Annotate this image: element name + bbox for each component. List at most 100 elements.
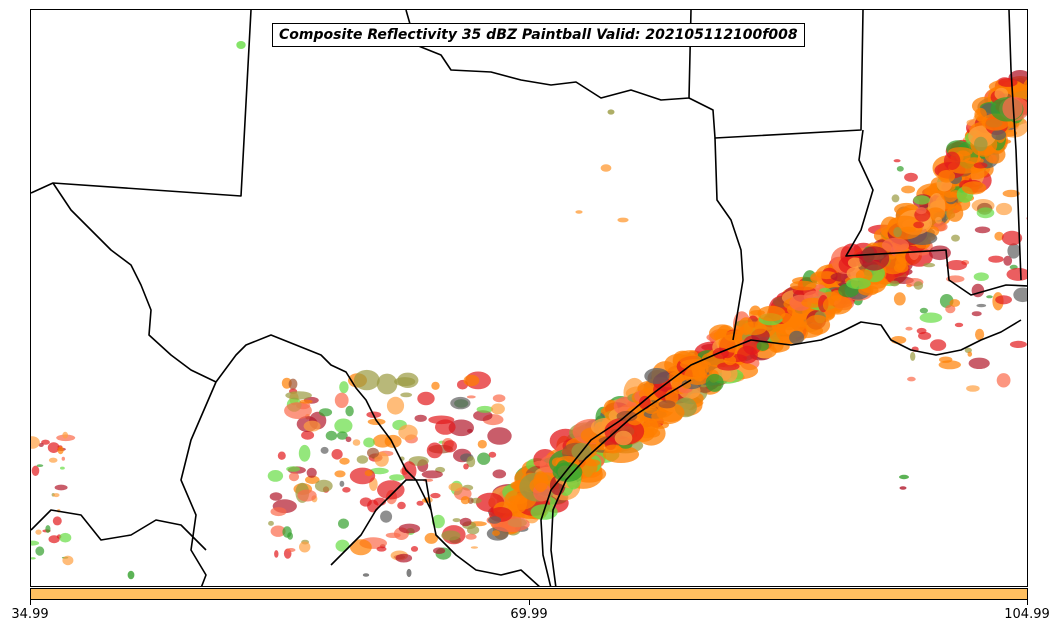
paintball-blob [614, 430, 633, 446]
paintball-blob [362, 573, 370, 577]
paintball-blob [48, 535, 60, 544]
paintball-blob [896, 166, 904, 172]
paintball-blob [400, 392, 413, 398]
paintball-blob [973, 272, 989, 282]
paintball-blob [41, 439, 50, 445]
paintball-blob [299, 541, 311, 553]
paintball-blob [352, 439, 361, 446]
paintball-blob [334, 418, 353, 434]
paintball-layer [31, 41, 1027, 580]
paintball-blob [1007, 243, 1021, 259]
paintball-blob [492, 469, 507, 479]
coahuila-line [330, 479, 432, 566]
paintball-blob [995, 295, 1012, 305]
paintball-blob [398, 424, 418, 441]
colorbar-label-min: 34.99 [11, 607, 49, 622]
paintball-blob [367, 447, 379, 458]
paintball-blob [938, 170, 956, 183]
paintball-blob [473, 410, 493, 421]
colorbar-tick-mid [529, 600, 530, 605]
colorbar-tick-max [1027, 600, 1028, 605]
paintball-blob [946, 260, 967, 271]
paintball-blob [904, 172, 918, 182]
paintball-blob [397, 501, 406, 510]
paintball-blob [274, 550, 279, 558]
paintball-blob [394, 377, 416, 387]
paintball-blob [459, 517, 472, 527]
paintball-blob [303, 420, 321, 432]
paintball-blob [974, 136, 988, 152]
paintball-blob [939, 356, 953, 363]
paintball-blob [930, 339, 947, 351]
paintball-blob [967, 351, 973, 357]
paintball-blob [369, 467, 389, 475]
paintball-blob [928, 245, 951, 261]
paintball-blob [236, 41, 246, 49]
paintball-blob [466, 456, 476, 468]
texas-west-interior [52, 182, 217, 383]
paintball-blob [318, 408, 333, 417]
paintball-blob [975, 328, 985, 341]
paintball-blob [488, 516, 502, 524]
paintball-blob [269, 492, 283, 501]
paintball-blob [450, 396, 471, 410]
paintball-blob [466, 395, 476, 399]
paintball-blob [435, 419, 456, 435]
paintball-blob [658, 400, 676, 409]
paintball-blob [995, 202, 1013, 216]
paintball-blob [376, 546, 387, 552]
paintball-blob [717, 362, 740, 371]
colorbar-label-max: 104.99 [1004, 607, 1050, 622]
paintball-blob [286, 466, 300, 472]
paintball-blob [465, 533, 477, 540]
paintball-blob [345, 436, 352, 443]
paintball-blob [801, 297, 824, 308]
paintball-blob [282, 526, 292, 538]
paintball-blob [31, 465, 40, 476]
paintball-blob [859, 246, 890, 271]
reflectivity-map [31, 10, 1027, 586]
paintball-blob [846, 277, 871, 290]
paintball-blob [913, 195, 930, 205]
paintball-blob [52, 516, 62, 526]
paintball-blob [508, 495, 528, 505]
paintball-blob [996, 373, 1011, 388]
paintball-blob [448, 482, 463, 492]
paintball-blob [705, 373, 724, 392]
paintball-blob [994, 231, 1004, 241]
paintball-blob [31, 540, 40, 546]
paintball-blob [277, 451, 286, 460]
paintball-blob [297, 489, 317, 502]
paintball-blob [645, 406, 658, 414]
paintball-blob [385, 532, 401, 538]
paintball-blob [349, 467, 376, 485]
paintball-blob [306, 467, 317, 478]
mexico-border [180, 381, 217, 586]
paintball-blob [961, 181, 987, 195]
paintball-blob [426, 442, 443, 459]
paintball-blob [424, 532, 438, 544]
paintball-blob [893, 292, 906, 306]
paintball-blob [57, 446, 64, 455]
paintball-blob [463, 463, 469, 470]
paintball-blob [470, 546, 478, 549]
paintball-blob [363, 437, 375, 448]
paintball-blob [604, 444, 622, 454]
paintball-blob [891, 194, 900, 203]
paintball-blob [59, 532, 72, 543]
paintball-blob [1002, 97, 1023, 120]
paintball-blob [968, 357, 990, 369]
map-panel: Composite Reflectivity 35 dBZ Paintball … [30, 9, 1028, 587]
paintball-blob [899, 474, 909, 480]
colorbar-tick-min [30, 600, 31, 605]
paintball-blob [470, 497, 482, 504]
paintball-blob [342, 487, 351, 493]
paintball-blob [284, 402, 312, 419]
paintball-blob [487, 427, 512, 445]
paintball-blob [951, 234, 960, 242]
paintball-blob [380, 510, 393, 523]
paintball-blob [31, 557, 36, 560]
paintball-blob [38, 443, 44, 447]
paintball-blob [935, 216, 942, 224]
paintball-blob [1009, 340, 1027, 348]
